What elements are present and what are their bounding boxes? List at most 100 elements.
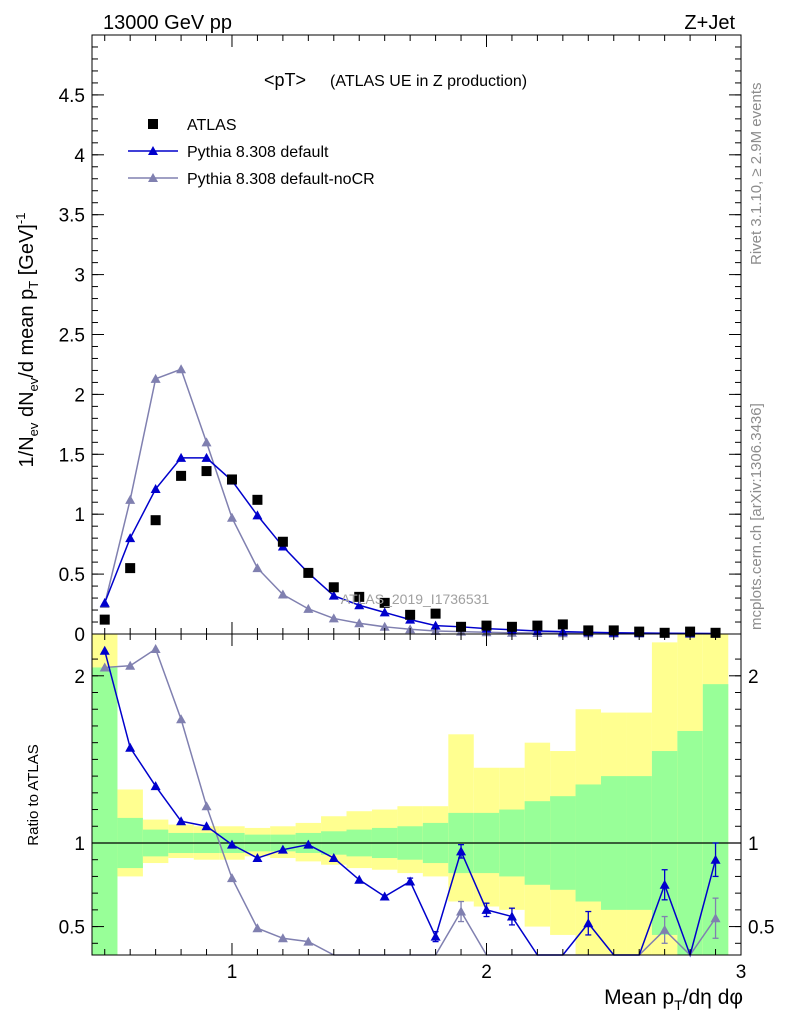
line-pythia-default bbox=[104, 457, 716, 635]
point-atlas bbox=[303, 567, 314, 578]
ratio-point-nocr bbox=[277, 933, 288, 943]
ratio-point-nocr bbox=[99, 662, 110, 672]
main-ytick-label: 4 bbox=[74, 146, 85, 167]
main-ytick-label: 0.5 bbox=[59, 565, 85, 586]
point-atlas bbox=[277, 536, 288, 547]
rivet-label: Rivet 3.1.10, ≥ 2.9M events bbox=[748, 83, 765, 266]
plot-title-sub: (ATLAS UE in Z production) bbox=[330, 73, 527, 90]
ratio-point-default bbox=[201, 821, 212, 831]
band-green bbox=[92, 667, 118, 955]
ratio-point-default bbox=[430, 931, 441, 941]
legend-marker-triangle bbox=[148, 173, 158, 182]
ratio-point-default bbox=[405, 876, 416, 886]
ratio-point-nocr bbox=[226, 873, 237, 883]
point-pythia-default bbox=[430, 620, 441, 630]
ratio-point-default bbox=[354, 874, 365, 884]
xtick-label: 3 bbox=[736, 962, 747, 983]
point-pythia-nocr bbox=[354, 618, 365, 628]
ratio-ytick-label-right: 2 bbox=[748, 667, 759, 688]
ratio-point-default bbox=[226, 839, 237, 849]
ratio-point-default bbox=[379, 891, 390, 901]
point-pythia-default bbox=[176, 452, 187, 462]
legend-label: Pythia 8.308 default bbox=[187, 144, 329, 161]
ratio-point-default bbox=[99, 645, 110, 655]
ratio-point-nocr bbox=[150, 644, 161, 654]
point-pythia-default bbox=[99, 597, 110, 607]
ratio-point-default bbox=[506, 911, 517, 921]
ratio-point-default bbox=[125, 742, 136, 752]
ratio-point-default bbox=[252, 853, 263, 863]
ratio-point-default bbox=[176, 816, 187, 826]
point-pythia-nocr bbox=[303, 603, 314, 613]
point-pythia-nocr bbox=[328, 613, 339, 623]
ratio-point-default bbox=[659, 879, 670, 889]
ratio-point-default bbox=[456, 846, 467, 856]
ratio-ytick-label-right: 1 bbox=[748, 834, 759, 855]
point-pythia-default bbox=[328, 590, 339, 600]
point-pythia-default bbox=[150, 484, 161, 494]
main-ytick-label: 1.5 bbox=[59, 445, 85, 466]
point-atlas bbox=[532, 620, 543, 631]
point-atlas bbox=[405, 609, 416, 620]
point-atlas bbox=[430, 608, 441, 619]
point-pythia-nocr bbox=[125, 494, 136, 504]
point-pythia-default bbox=[379, 607, 390, 617]
plot-title-main: <pT> bbox=[264, 70, 306, 90]
legend-marker-triangle bbox=[148, 146, 158, 155]
point-atlas bbox=[150, 515, 161, 526]
ratio-point-default bbox=[328, 853, 339, 863]
point-atlas bbox=[506, 621, 517, 632]
ratio-point-nocr bbox=[125, 660, 136, 670]
point-pythia-default bbox=[354, 600, 365, 610]
ratio-ytick-label: 2 bbox=[74, 667, 85, 688]
ratio-point-nocr bbox=[456, 906, 467, 916]
point-pythia-nocr bbox=[252, 563, 263, 573]
point-pythia-nocr bbox=[176, 364, 187, 374]
watermark: ATLAS_2019_I1736531 bbox=[341, 591, 490, 607]
point-atlas bbox=[328, 582, 339, 593]
header-right: Z+Jet bbox=[684, 12, 735, 34]
point-pythia-default bbox=[252, 510, 263, 520]
main-ytick-label: 1 bbox=[74, 505, 85, 526]
xtick-label: 2 bbox=[481, 962, 492, 983]
point-atlas bbox=[252, 494, 263, 505]
main-ytick-label: 3.5 bbox=[59, 206, 85, 227]
legend: ATLAS Pythia 8.308 default Pythia 8.308 de… bbox=[128, 117, 375, 188]
main-ylabel: 1/Nev dNev/d mean pT [GeV]-1 bbox=[13, 213, 41, 468]
ratio-point-default bbox=[150, 781, 161, 791]
ratio-ylabel: Ratio to ATLAS bbox=[25, 744, 42, 845]
point-atlas bbox=[354, 591, 365, 602]
ratio-point-default bbox=[710, 854, 721, 864]
ratio-point-default bbox=[481, 904, 492, 914]
ratio-point-default bbox=[303, 839, 314, 849]
point-atlas bbox=[226, 474, 237, 485]
point-atlas bbox=[456, 621, 467, 632]
main-ytick-label: 2 bbox=[74, 385, 85, 406]
point-atlas bbox=[99, 614, 110, 625]
ratio-frame bbox=[91, 633, 742, 956]
point-atlas bbox=[379, 597, 390, 608]
point-atlas bbox=[176, 470, 187, 481]
point-pythia-nocr bbox=[201, 437, 212, 447]
ratio-point-default bbox=[583, 918, 594, 928]
main-ytick-label: 2.5 bbox=[59, 326, 85, 347]
xtick-label: 1 bbox=[227, 962, 238, 983]
point-atlas bbox=[125, 563, 136, 574]
main-ytick-label: 4.5 bbox=[59, 86, 85, 107]
main-ytick-label: 0 bbox=[74, 625, 85, 646]
axes: 0 0.5 1 1.5 2 2.5 3 3.5 4 4.5 1 2 3 0.5 0.5 1 1 2 2 bbox=[59, 34, 774, 983]
point-pythia-nocr bbox=[226, 512, 237, 522]
mcplots-label: mcplots.cern.ch [arXiv:1306.3436] bbox=[748, 403, 765, 630]
ratio-point-nocr bbox=[659, 924, 670, 934]
main-ytick-label: 3 bbox=[74, 266, 85, 287]
ratio-point-nocr bbox=[176, 714, 187, 724]
legend-marker-atlas bbox=[148, 119, 158, 129]
ratio-point-nocr bbox=[201, 801, 212, 811]
header-left: 13000 GeV pp bbox=[103, 12, 232, 34]
point-pythia-default bbox=[125, 533, 136, 543]
point-pythia-default bbox=[201, 452, 212, 462]
ratio-ytick-label: 0.5 bbox=[59, 918, 85, 939]
ratio-point-nocr bbox=[303, 936, 314, 946]
point-pythia-nocr bbox=[150, 373, 161, 383]
